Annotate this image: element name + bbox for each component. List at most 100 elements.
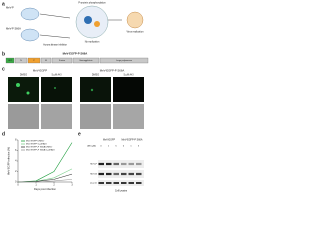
band bbox=[106, 172, 112, 176]
column-label: 5 µM AKI bbox=[124, 74, 134, 77]
micrographs bbox=[8, 77, 144, 129]
gene-segment bbox=[5, 57, 15, 64]
column-label: DMSO bbox=[20, 74, 27, 77]
virus bbox=[126, 11, 144, 29]
virus-label: MeV-P S66A bbox=[6, 27, 21, 31]
y-tick-label: 0 bbox=[15, 181, 17, 184]
outcome-label: No replication bbox=[85, 41, 100, 44]
group-title: MeV-EGFP bbox=[33, 69, 47, 73]
gene-segment bbox=[99, 57, 149, 64]
gene-segment bbox=[51, 57, 73, 64]
fluorescence-image bbox=[80, 77, 111, 102]
genome-title: MeV-EGFP-P S66A bbox=[63, 52, 88, 56]
series-line bbox=[18, 179, 73, 183]
band bbox=[98, 162, 104, 166]
band bbox=[121, 172, 127, 176]
cell-circle bbox=[75, 5, 109, 39]
fluorescence-image bbox=[8, 77, 39, 102]
panel-a-drawing bbox=[20, 5, 144, 42]
row-label: AKI (µM) bbox=[87, 145, 96, 148]
y-tick-label: 8 bbox=[15, 139, 17, 142]
brightfield-image bbox=[113, 104, 144, 129]
kinase bbox=[84, 16, 92, 24]
band bbox=[128, 172, 134, 176]
y-tick-label: 2 bbox=[15, 170, 17, 173]
band bbox=[136, 182, 142, 184]
gene-segment bbox=[27, 57, 41, 64]
band bbox=[136, 162, 142, 166]
x-tick-label: 1 bbox=[35, 184, 37, 187]
legend-label: MeV-EGFP-P S66A DMSO bbox=[26, 146, 53, 149]
band bbox=[121, 162, 127, 166]
figure: a b c d e MeV-P MeV-P S66A Aurora kinase inhibi… bbox=[2, 1, 149, 193]
group-label: MeV-EGFP bbox=[103, 139, 115, 142]
gene-label: P bbox=[33, 60, 35, 62]
band bbox=[113, 172, 119, 176]
band bbox=[128, 182, 134, 184]
gene-segment bbox=[14, 57, 28, 64]
brightfield-image bbox=[41, 104, 72, 129]
y-tick-label: 6 bbox=[15, 149, 17, 152]
y-tick-label: 4 bbox=[15, 160, 17, 163]
x-tick-label: 2 bbox=[53, 184, 55, 187]
virus-label: MeV-P bbox=[6, 6, 14, 10]
brightfield-image bbox=[8, 104, 39, 129]
gene-label: Fusion bbox=[59, 60, 65, 62]
dose-label: 0 bbox=[123, 146, 125, 148]
gfp-spot bbox=[90, 88, 94, 92]
gene-label: GFP bbox=[8, 60, 13, 62]
gene-label: Hemagglutinin bbox=[80, 59, 93, 62]
x-axis-label: Days post infection bbox=[34, 187, 56, 191]
band bbox=[98, 172, 104, 176]
panel-label: a bbox=[2, 1, 5, 7]
fluorescence-image bbox=[113, 77, 144, 102]
dose-label: 1 bbox=[108, 146, 110, 148]
panel-label: d bbox=[2, 131, 5, 137]
gene-segment bbox=[72, 57, 100, 64]
band bbox=[121, 182, 127, 184]
column-label: 5 µM AKI bbox=[52, 74, 62, 77]
cell bbox=[20, 7, 40, 21]
brightfield-image bbox=[80, 104, 111, 129]
gene-label: N bbox=[20, 60, 22, 62]
band bbox=[113, 182, 119, 184]
outcome-label: Virus replication bbox=[127, 31, 145, 34]
legend-label: MeV-EGFP DMSO bbox=[26, 141, 44, 143]
group-title: MeV-EGFP-P S66A bbox=[100, 69, 125, 73]
dose-label: 1 bbox=[130, 146, 132, 148]
legend-label: MeV-EGFP 5 µM AKI bbox=[26, 143, 47, 146]
band-label: MeV-N bbox=[90, 174, 97, 176]
dose-label: 0 bbox=[100, 146, 102, 148]
arrow bbox=[39, 34, 71, 39]
cell bbox=[20, 28, 40, 42]
fluorescence-image bbox=[41, 77, 72, 102]
dose-label: 5 bbox=[115, 146, 117, 148]
band bbox=[98, 182, 104, 184]
footer-label: Cell lysates bbox=[115, 190, 128, 193]
gene-label: Large polymerase bbox=[116, 60, 133, 62]
panel-label: b bbox=[2, 51, 5, 57]
band-label: MeV-P bbox=[90, 164, 97, 166]
band bbox=[136, 172, 142, 176]
gfp-spot bbox=[54, 87, 56, 89]
gene-segment bbox=[40, 57, 52, 64]
p-protein bbox=[94, 21, 100, 27]
band bbox=[128, 162, 134, 166]
process-label: P-protein phosphorylation bbox=[78, 2, 106, 5]
band bbox=[106, 162, 112, 166]
band-label: β-actin bbox=[90, 182, 97, 185]
gfp-spot bbox=[26, 91, 30, 95]
band bbox=[106, 182, 112, 184]
series-line bbox=[17, 173, 73, 183]
y-axis-label: MeV-EGFP infection (%) bbox=[7, 147, 11, 175]
legend-label: MeV-EGFP-P S66A 5 µM AKI bbox=[26, 149, 55, 152]
dose-label: 5 bbox=[138, 146, 140, 148]
gfp-spot bbox=[16, 83, 20, 87]
panel-label: c bbox=[2, 66, 5, 72]
x-tick-label: 3 bbox=[71, 184, 73, 187]
gene-label: M bbox=[45, 60, 47, 62]
panel-label: e bbox=[78, 131, 81, 137]
group-label: MeV-EGFP-P S66A bbox=[122, 139, 143, 142]
arrow bbox=[39, 13, 71, 19]
x-tick-label: 0 bbox=[17, 184, 19, 187]
